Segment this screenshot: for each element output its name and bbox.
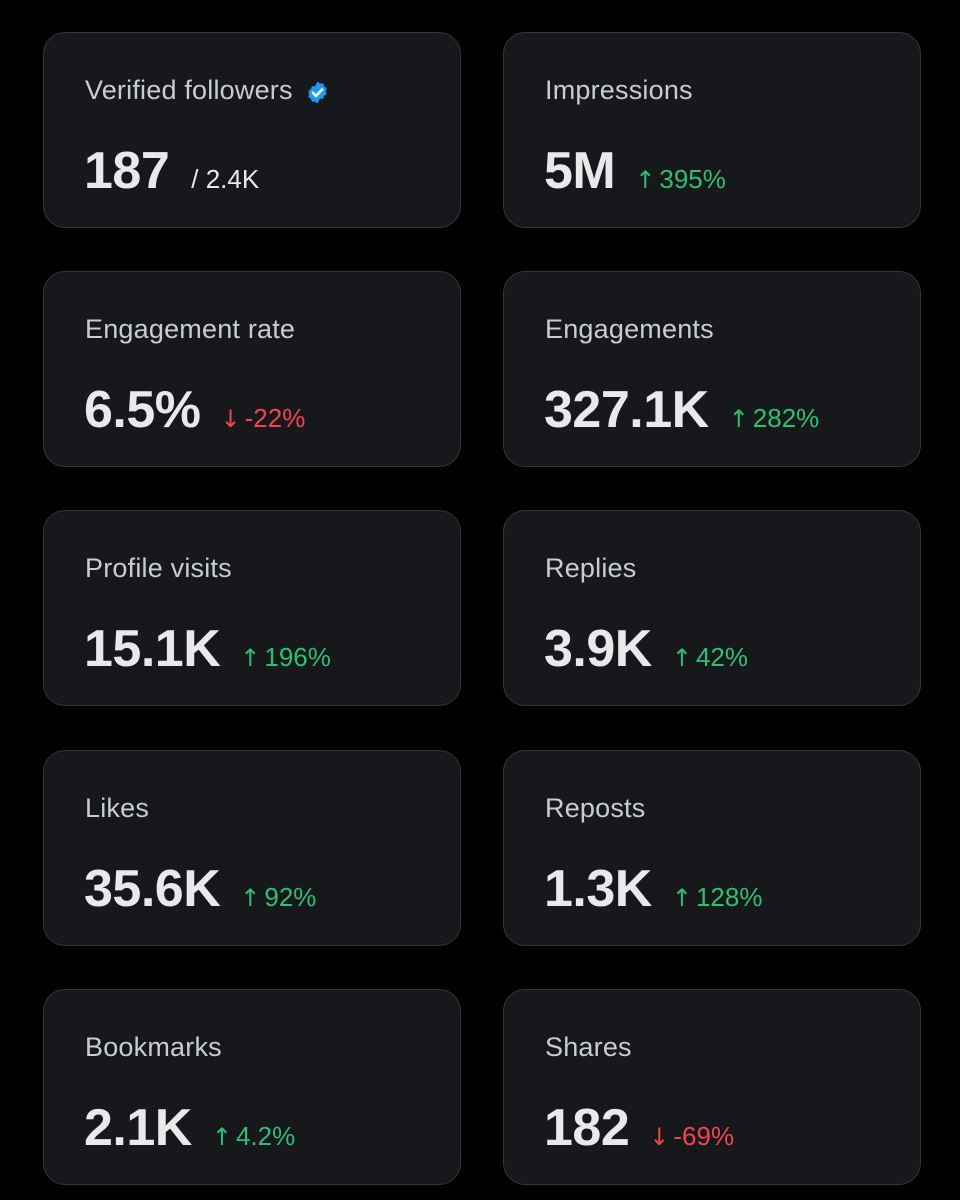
metric-card-impressions[interactable]: Impressions 5M ↑ 395% <box>503 32 921 228</box>
metric-title: Profile visits <box>85 553 232 583</box>
metric-title: Bookmarks <box>85 1032 222 1062</box>
metric-card-engagements[interactable]: Engagements 327.1K ↑ 282% <box>503 271 921 467</box>
metric-value: 6.5% <box>84 381 201 439</box>
metric-title: Impressions <box>545 75 693 105</box>
metric-change: ↑ 282% <box>729 403 820 434</box>
metric-card-profile-visits[interactable]: Profile visits 15.1K ↑ 196% <box>43 510 461 706</box>
metric-value: 5M <box>544 142 616 200</box>
metric-change: ↑ 395% <box>635 164 726 195</box>
arrow-up-icon: ↑ <box>728 405 749 433</box>
metric-value-row: 3.9K ↑ 42% <box>544 619 748 679</box>
metric-card-verified-followers[interactable]: Verified followers 187 / 2.4K <box>43 32 461 228</box>
metric-card-likes[interactable]: Likes 35.6K ↑ 92% <box>43 750 461 946</box>
metric-value: 187 <box>84 142 170 200</box>
arrow-up-icon: ↑ <box>671 884 692 912</box>
arrow-up-icon: ↑ <box>240 884 261 912</box>
metric-change-value: -69% <box>673 1121 735 1151</box>
metric-value-row: 327.1K ↑ 282% <box>544 380 819 440</box>
metric-value: 3.9K <box>544 620 652 678</box>
metric-change-value: 282% <box>752 403 820 433</box>
metric-value-row: 1.3K ↑ 128% <box>544 859 762 919</box>
metric-title: Shares <box>545 1032 632 1062</box>
metric-change: ↑ 128% <box>672 882 763 913</box>
metric-change-value: -22% <box>244 403 306 433</box>
arrow-down-icon: ↓ <box>220 405 241 433</box>
metric-change-value: 196% <box>264 642 331 672</box>
metric-card-reposts[interactable]: Reposts 1.3K ↑ 128% <box>503 750 921 946</box>
metric-change: ↑ 4.2% <box>212 1121 295 1152</box>
arrow-up-icon: ↑ <box>211 1123 232 1151</box>
metric-total: / 2.4K <box>191 164 260 194</box>
metric-value: 182 <box>544 1099 630 1157</box>
metric-value-row: 187 / 2.4K <box>84 141 259 201</box>
metric-value: 35.6K <box>84 860 221 918</box>
arrow-up-icon: ↑ <box>240 644 261 672</box>
metric-title: Likes <box>85 793 150 823</box>
arrow-up-icon: ↑ <box>635 166 656 194</box>
metric-change-value: 128% <box>695 882 763 912</box>
metric-change: ↑ 42% <box>672 642 748 673</box>
metric-change: ↑ 196% <box>240 642 331 673</box>
metric-value: 327.1K <box>544 381 709 439</box>
verified-badge-icon <box>305 80 330 105</box>
metric-change-value: 92% <box>264 882 317 912</box>
metric-value: 2.1K <box>84 1099 192 1157</box>
metric-change-value: 4.2% <box>235 1121 296 1151</box>
metric-change: ↓ -69% <box>649 1121 734 1152</box>
metric-card-bookmarks[interactable]: Bookmarks 2.1K ↑ 4.2% <box>43 989 461 1185</box>
metric-change-value: 395% <box>659 164 726 194</box>
metric-change: ↑ 92% <box>240 882 316 913</box>
metric-title: Reposts <box>545 793 646 823</box>
metric-value-row: 15.1K ↑ 196% <box>84 619 331 679</box>
metric-value-row: 6.5% ↓ -22% <box>84 380 305 440</box>
metric-change: ↓ -22% <box>221 403 306 434</box>
metric-card-shares[interactable]: Shares 182 ↓ -69% <box>503 989 921 1185</box>
metric-card-replies[interactable]: Replies 3.9K ↑ 42% <box>503 510 921 706</box>
metric-title-row: Verified followers <box>85 75 330 106</box>
metric-value-row: 2.1K ↑ 4.2% <box>84 1098 295 1158</box>
metric-value-row: 182 ↓ -69% <box>544 1098 734 1158</box>
metric-value-row: 35.6K ↑ 92% <box>84 859 316 919</box>
metric-title: Engagements <box>545 314 714 344</box>
arrow-up-icon: ↑ <box>671 644 692 672</box>
metric-title: Verified followers <box>85 75 293 105</box>
metric-title: Engagement rate <box>85 314 296 344</box>
metric-value: 1.3K <box>544 860 652 918</box>
metric-value: 15.1K <box>84 620 221 678</box>
metric-change-value: 42% <box>695 642 748 672</box>
arrow-down-icon: ↓ <box>649 1123 670 1151</box>
metric-title: Replies <box>545 553 637 583</box>
metric-card-engagement-rate[interactable]: Engagement rate 6.5% ↓ -22% <box>43 271 461 467</box>
metric-value-row: 5M ↑ 395% <box>544 141 726 201</box>
